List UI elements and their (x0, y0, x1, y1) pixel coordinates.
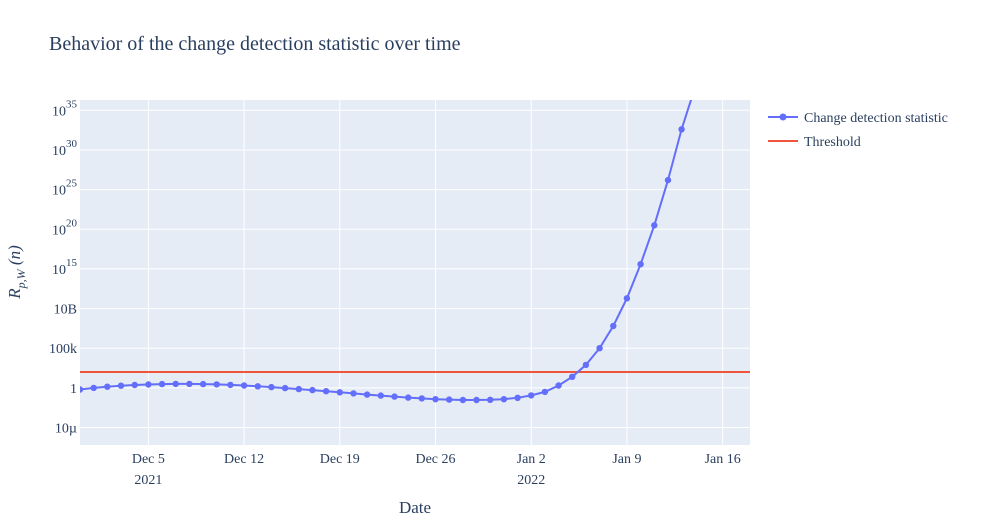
series-line (80, 100, 693, 401)
data-point (637, 261, 644, 268)
data-point (350, 390, 357, 397)
y-axis-title-text: Rp,W (n) (5, 245, 28, 300)
data-point (596, 345, 603, 352)
data-point (322, 388, 330, 395)
data-point (514, 394, 521, 401)
data-point (623, 295, 631, 302)
data-point (541, 388, 549, 396)
data-point (117, 382, 125, 389)
data-point (268, 383, 275, 391)
grid-lines (80, 100, 750, 445)
x-axis-title: Date (399, 498, 431, 517)
y-axis-ticks: 10µ 1 100k 10B 1015 1020 1025 1030 1035 (49, 98, 78, 436)
data-point (555, 382, 562, 389)
plot-area (80, 100, 750, 445)
y-tick-label: 1 (70, 382, 77, 397)
data-point (104, 383, 111, 390)
y-tick-label: 1025 (52, 178, 78, 199)
data-point (377, 392, 384, 399)
y-tick-label: 1020 (52, 217, 78, 238)
data-point (610, 322, 617, 330)
data-point (432, 396, 439, 403)
data-point (336, 389, 343, 396)
data-point (528, 392, 535, 399)
data-point (227, 381, 234, 389)
data-point (281, 384, 289, 392)
x-tick-label: Jan 9 (612, 452, 641, 467)
data-point (487, 396, 494, 403)
y-tick-label: 1035 (52, 98, 78, 119)
data-point (131, 381, 138, 389)
series-layer (80, 83, 698, 404)
data-point (500, 396, 508, 403)
data-point (363, 391, 371, 398)
data-point (80, 386, 84, 393)
data-point (213, 381, 220, 388)
data-point (391, 393, 398, 400)
y-tick-label: 1015 (52, 257, 78, 278)
legend-item-statistic[interactable]: Change detection statistic (768, 111, 948, 126)
data-point (569, 373, 576, 380)
data-point (295, 385, 302, 393)
x-axis-ticks: Dec 5 2021 Dec 12 Dec 19 Dec 26 Jan 2 2022 Jan … (132, 452, 741, 488)
data-point (692, 83, 698, 89)
data-point (446, 396, 453, 403)
legend-label-statistic: Change detection statistic (804, 111, 948, 126)
x-tick-year-label: 2022 (517, 473, 545, 488)
data-point (90, 384, 97, 392)
x-tick-label: Jan 2 (517, 452, 546, 467)
x-tick-label: Jan 16 (705, 452, 741, 467)
chart-title: Behavior of the change detection statist… (49, 33, 461, 55)
legend-item-threshold[interactable]: Threshold (768, 135, 861, 150)
legend-marker-statistic (779, 113, 787, 121)
data-point (405, 394, 412, 401)
y-tick-label: 10µ (55, 422, 77, 437)
data-point (240, 382, 248, 389)
data-point (186, 380, 193, 388)
legend[interactable]: Change detection statistic Threshold (768, 111, 948, 150)
x-tick-label: Dec 5 (132, 452, 165, 467)
y-tick-label: 100k (49, 342, 77, 357)
y-axis-title: Rp,W (n) (5, 245, 28, 300)
y-tick-label: 10B (54, 303, 77, 318)
data-point (309, 386, 316, 394)
data-point (145, 381, 152, 388)
data-point (582, 361, 590, 369)
data-point (199, 380, 207, 388)
data-point (172, 380, 179, 388)
y-tick-label: 1030 (52, 138, 78, 159)
x-tick-year-label: 2021 (134, 473, 162, 488)
x-tick-label: Dec 19 (320, 452, 360, 467)
data-point (254, 383, 261, 390)
data-point (678, 126, 685, 133)
legend-label-threshold: Threshold (804, 135, 861, 150)
data-point (459, 396, 467, 404)
x-tick-label: Dec 12 (224, 452, 264, 467)
data-point (418, 395, 425, 402)
x-tick-label: Dec 26 (415, 452, 455, 467)
data-point (158, 380, 166, 388)
data-point (664, 176, 672, 184)
data-point (473, 396, 480, 404)
data-point (651, 222, 658, 229)
